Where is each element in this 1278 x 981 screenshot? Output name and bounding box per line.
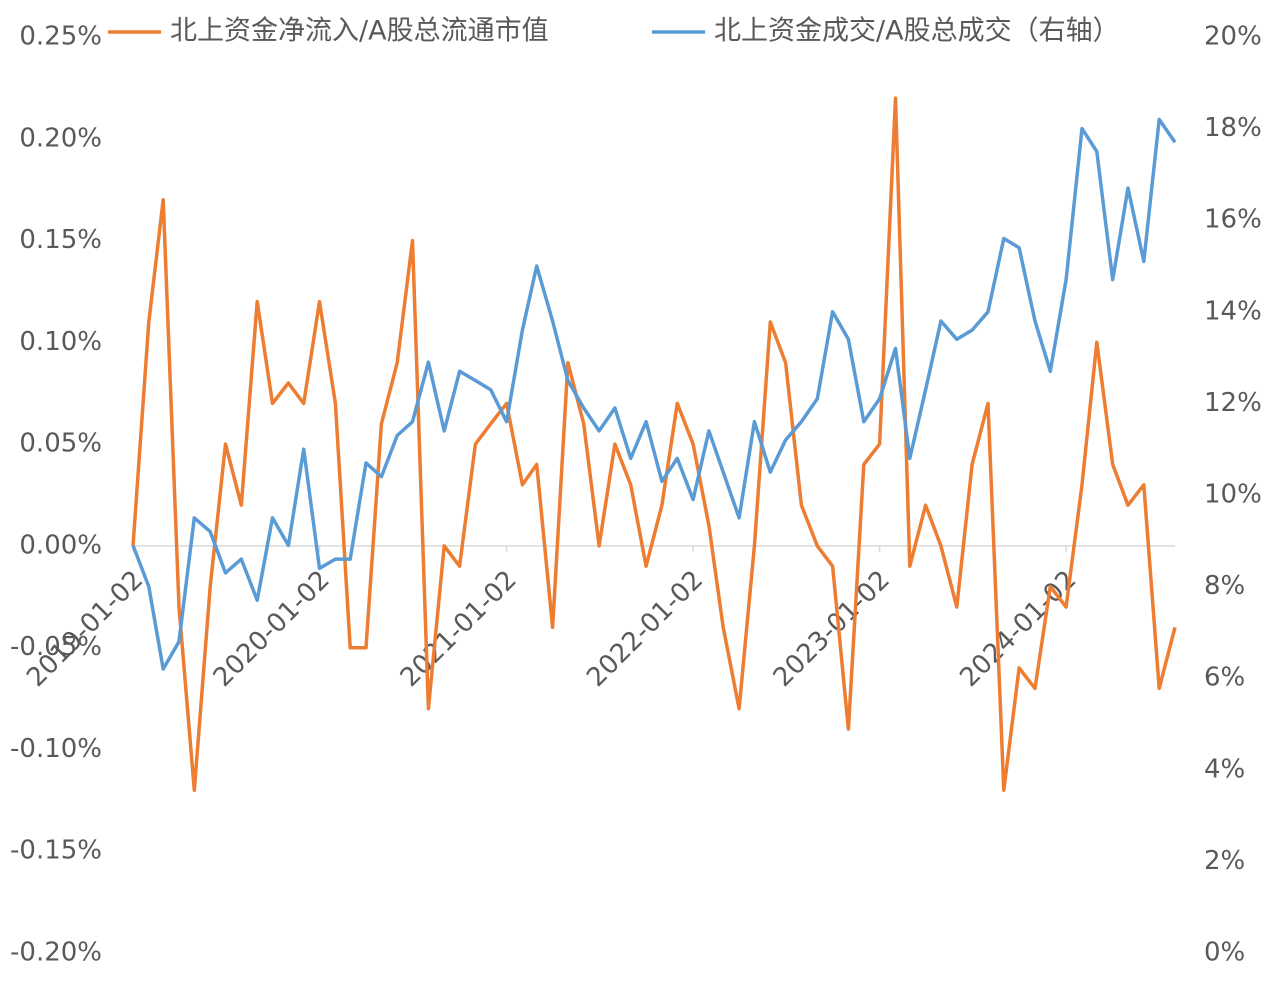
line-series [131,117,1177,671]
y-tick-label: 0.10% [19,327,102,357]
x-tick-label: 2019-01-02 [21,565,149,693]
y2-tick-label: 14% [1204,296,1262,326]
line-series [131,96,1177,792]
y-tick-label: 0.00% [19,530,102,560]
y2-tick-label: 0% [1204,938,1245,968]
y-tick-label: -0.05% [10,632,102,662]
y-tick-label: 0.05% [19,429,102,459]
y2-tick-label: 10% [1204,480,1262,510]
legend-label: 北上资金净流入/A股总流通市值 [170,16,549,47]
y-tick-label: 0.20% [19,123,102,153]
y-tick-label: -0.20% [10,938,102,968]
y2-tick-label: 12% [1204,388,1262,418]
y-tick-label: 0.25% [19,22,102,52]
legend-label: 北上资金成交/A股总成交（右轴） [714,16,1120,47]
x-tick-label: 2022-01-02 [581,565,709,693]
y2-tick-label: 2% [1204,846,1245,876]
x-tick-label: 2023-01-02 [768,565,896,693]
y2-tick-label: 18% [1204,113,1262,143]
y2-tick-label: 20% [1204,22,1262,52]
y-tick-label: 0.15% [19,225,102,255]
y2-tick-label: 6% [1204,663,1245,693]
x-tick-label: 2020-01-02 [208,565,336,693]
y2-tick-label: 16% [1204,205,1262,235]
y2-tick-label: 4% [1204,754,1245,784]
x-tick-label: 2021-01-02 [395,565,523,693]
y-tick-label: -0.15% [10,836,102,866]
y2-tick-label: 8% [1204,571,1245,601]
y-tick-label: -0.10% [10,734,102,764]
